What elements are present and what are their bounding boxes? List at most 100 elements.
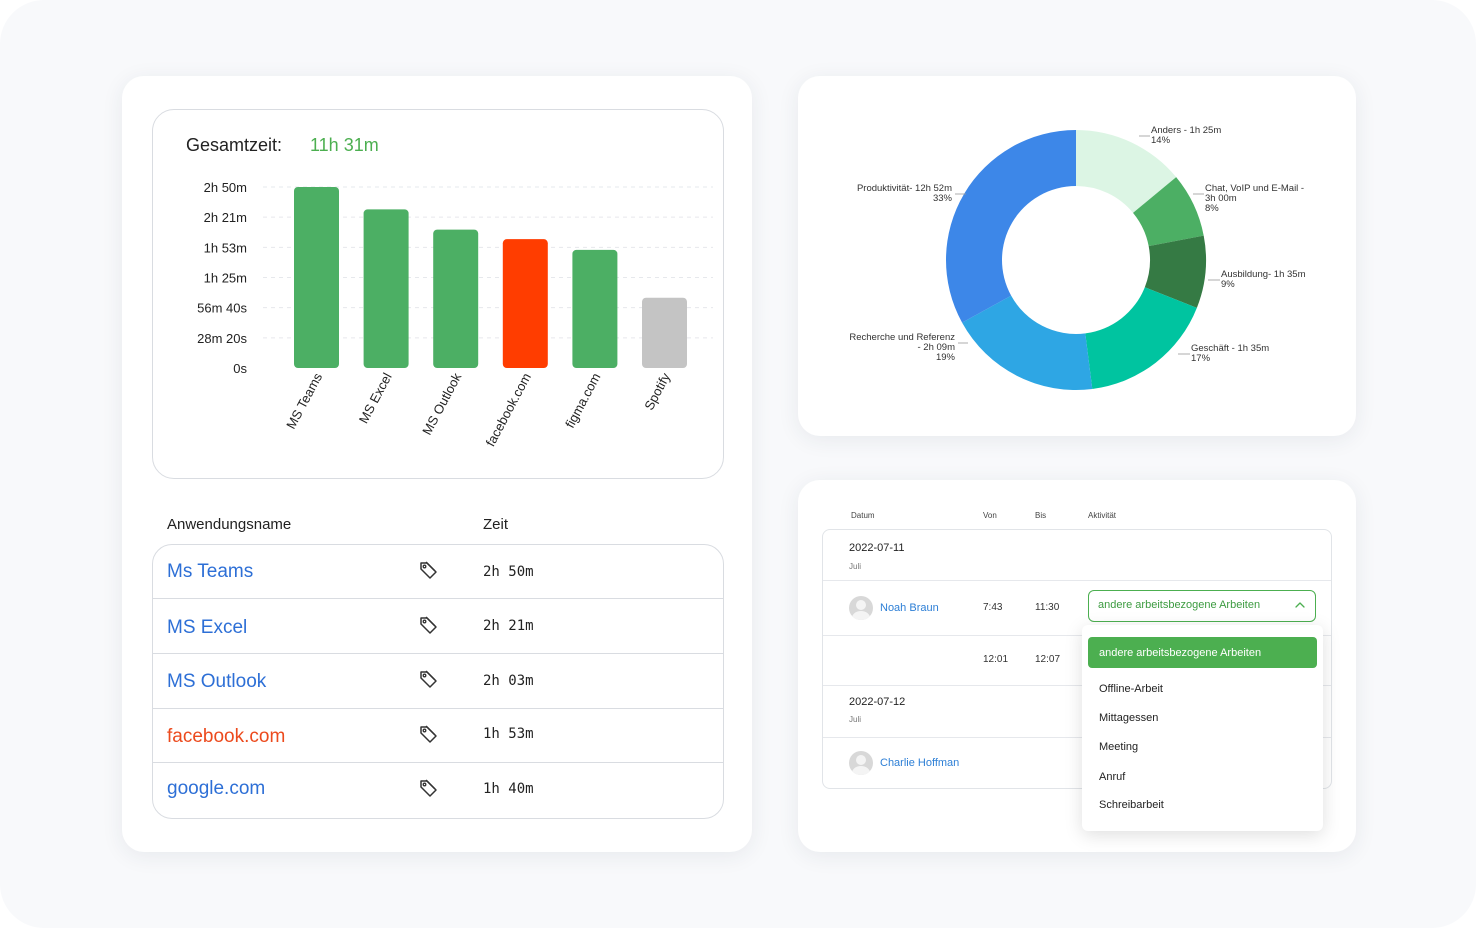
app-row[interactable]: facebook.com 1h 53m: [153, 708, 723, 763]
date-group-row: 2022-07-11 Juli: [823, 530, 1331, 581]
bar: [363, 209, 409, 368]
y-tick-label: 0s: [233, 361, 247, 376]
dropdown-option[interactable]: Schreibarbeit: [1099, 799, 1164, 811]
slice-label: - 2h 09m: [918, 342, 956, 353]
donut-slice: [1133, 177, 1204, 247]
table-row[interactable]: Charlie Hoffman: [823, 737, 1331, 788]
y-tick-label: 56m 40s: [197, 301, 247, 316]
donut-slice: [962, 295, 1093, 390]
app-row[interactable]: Ms Teams 2h 50m: [153, 545, 723, 599]
tag-icon[interactable]: [418, 668, 442, 692]
app-time: 2h 21m: [483, 618, 534, 634]
slice-percent-label: 8%: [1205, 203, 1219, 214]
time-from: 7:43: [983, 602, 1003, 613]
y-tick-label: 1h 53m: [204, 240, 247, 255]
activity-select-value: andere arbeitsbezogene Arbeiten: [1098, 599, 1261, 611]
tag-icon[interactable]: [418, 614, 442, 638]
app-row[interactable]: MS Excel 2h 21m: [153, 598, 723, 654]
date-value: 2022-07-11: [849, 542, 905, 554]
slice-percent-label: 33%: [933, 193, 953, 204]
slice-percent-label: 9%: [1221, 279, 1235, 290]
app-name-link[interactable]: facebook.com: [167, 726, 286, 747]
date-value: 2022-07-12: [849, 696, 906, 708]
dropdown-option-label: andere arbeitsbezogene Arbeiten: [1099, 647, 1262, 659]
app-name-link[interactable]: Ms Teams: [167, 561, 254, 582]
table-row[interactable]: Noah Braun 7:43 11:30 andere arbeitsbezo…: [823, 580, 1331, 636]
dropdown-option[interactable]: Meeting: [1099, 741, 1139, 753]
total-time-value: 11h 31m: [310, 135, 379, 155]
bar: [433, 229, 479, 368]
activity-select[interactable]: andere arbeitsbezogene Arbeiten: [1088, 590, 1316, 622]
y-tick-label: 1h 25m: [204, 271, 247, 286]
x-tick-label: MS Excel: [356, 370, 395, 426]
bar-chart: 0s 28m 20s 56m 40s 1h 25m 1h 53m 2h 21m 2h 50m…: [197, 180, 713, 449]
x-tick-label: figma.com: [562, 370, 603, 430]
activity-table-card: Datum Von Bis Aktivität 2022-07-11 Juli …: [798, 480, 1356, 852]
dropdown-option-selected[interactable]: andere arbeitsbezogene Arbeiten: [1088, 637, 1317, 668]
app-row[interactable]: google.com 1h 40m: [153, 762, 723, 818]
tag-icon[interactable]: [418, 723, 442, 747]
table-row[interactable]: 12:01 12:07: [823, 635, 1331, 686]
bar-chart-panel: Gesamtzeit: 11h 31m 0s 28m 20s 56m 40s 1h 2…: [152, 109, 724, 479]
slice-percent-label: 14%: [1151, 135, 1171, 146]
y-tick-label: 28m 20s: [197, 331, 247, 346]
slice-label: Produktivität- 12h 52m: [857, 183, 952, 194]
dropdown-option[interactable]: Anruf: [1099, 771, 1126, 783]
tag-icon[interactable]: [418, 777, 442, 801]
avatar: [849, 751, 873, 775]
x-tick-label: MS Teams: [283, 370, 325, 431]
y-tick-label: 2h 50m: [204, 180, 247, 195]
x-tick-label: facebook.com: [483, 370, 534, 449]
slice-label: Anders - 1h 25m: [1151, 125, 1221, 136]
bar: [502, 239, 548, 368]
x-tick-label: MS Outlook: [419, 370, 464, 437]
header-from: Von: [983, 511, 997, 520]
donut-slice: [946, 130, 1076, 323]
bar: [572, 249, 618, 368]
slice-label: Chat, VoIP und E-Mail -: [1205, 183, 1304, 194]
app-row[interactable]: MS Outlook 2h 03m: [153, 653, 723, 709]
chevron-up-icon: [1295, 602, 1305, 608]
y-tick-label: 2h 21m: [204, 210, 247, 225]
dropdown-option[interactable]: Mittagessen: [1099, 712, 1159, 724]
slice-percent-label: 17%: [1191, 353, 1211, 364]
app-name-link[interactable]: google.com: [167, 778, 266, 799]
total-time-label: Gesamtzeit:: [186, 135, 283, 155]
person-name-link[interactable]: Noah Braun: [880, 602, 939, 614]
donut-slice: [1076, 130, 1177, 213]
app-name-link[interactable]: MS Excel: [167, 617, 248, 638]
date-group-row: 2022-07-12 Juli: [823, 685, 1331, 738]
slice-label: 3h 00m: [1205, 193, 1237, 204]
time-to: 12:07: [1035, 654, 1061, 665]
x-tick-label: Spotify: [641, 370, 673, 413]
app-time: 1h 53m: [483, 726, 534, 742]
column-header-time: Zeit: [483, 516, 509, 533]
column-header-app-name: Anwendungsname: [167, 516, 292, 533]
app-time: 2h 03m: [483, 673, 534, 689]
slice-label: Recherche und Referenz: [849, 332, 955, 343]
time-to: 11:30: [1035, 602, 1060, 613]
dropdown-option[interactable]: Offline-Arbeit: [1099, 683, 1163, 695]
app-table: Ms Teams 2h 50m MS Excel 2h 21m MS Outlo…: [152, 544, 724, 819]
app-time: 2h 50m: [483, 564, 534, 580]
time-from: 12:01: [983, 654, 1009, 665]
donut-slice: [1085, 287, 1197, 389]
month-value: Juli: [849, 562, 862, 571]
bar: [294, 187, 339, 368]
category-donut-card: Anders - 1h 25m 14% Chat, VoIP und E-Mail …: [798, 76, 1356, 436]
slice-percent-label: 19%: [936, 352, 956, 363]
app-name-link[interactable]: MS Outlook: [167, 671, 267, 692]
slice-label: Geschäft - 1h 35m: [1191, 343, 1269, 354]
tag-icon[interactable]: [418, 559, 442, 583]
app-usage-card: Gesamtzeit: 11h 31m 0s 28m 20s 56m 40s 1h 2…: [122, 76, 752, 852]
month-value: Juli: [849, 715, 862, 724]
donut-slice: [1144, 235, 1206, 308]
slice-label: Ausbildung- 1h 35m: [1221, 269, 1306, 280]
app-time: 1h 40m: [483, 781, 534, 797]
bar: [642, 297, 687, 368]
activity-dropdown-menu: andere arbeitsbezogene Arbeiten Offline-…: [1082, 625, 1323, 831]
person-name-link[interactable]: Charlie Hoffman: [880, 757, 960, 769]
header-activity: Aktivität: [1088, 511, 1117, 520]
header-date: Datum: [851, 511, 875, 520]
